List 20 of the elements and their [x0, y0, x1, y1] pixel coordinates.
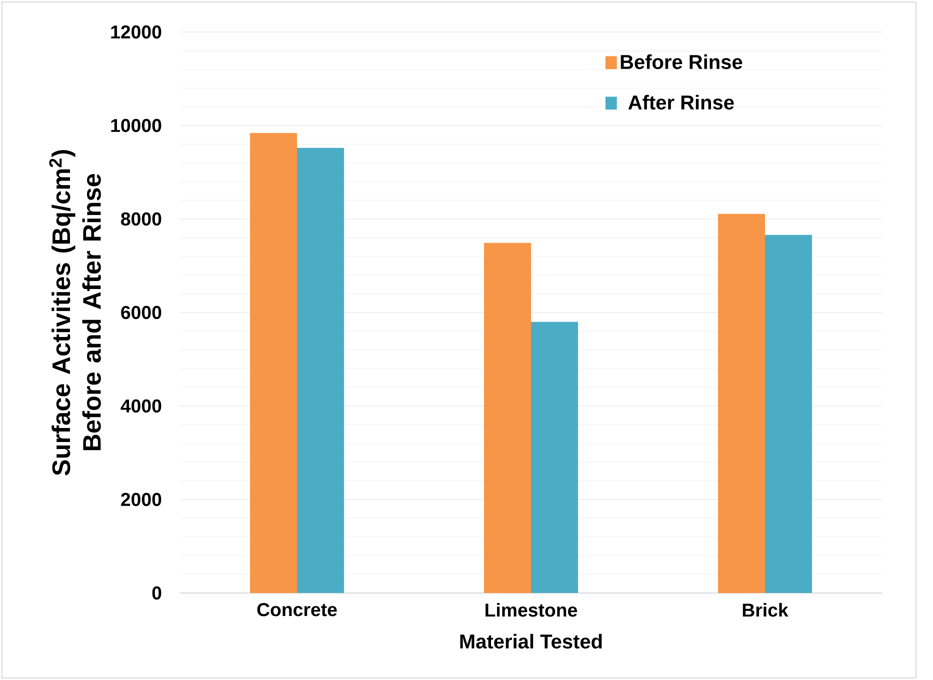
y-tick-label: 8000	[121, 212, 162, 226]
x-tick-label: Limestone	[486, 603, 578, 617]
bar	[531, 322, 578, 593]
legend-label: Before Rinse	[620, 54, 742, 70]
x-tick-label: Brick	[742, 603, 788, 617]
x-axis-title: Material Tested	[460, 634, 602, 649]
bar	[718, 214, 765, 593]
y-tick-label: 12000	[111, 25, 162, 39]
bar	[250, 132, 297, 593]
bar	[484, 242, 531, 593]
bar	[764, 234, 812, 593]
y-tick-label: 2000	[121, 492, 162, 506]
bar	[297, 148, 344, 593]
y-tick-label: 10000	[111, 118, 162, 132]
x-tick-label: Concrete	[257, 603, 337, 616]
y-axis-title: Surface Activities (Bq/cm$^{2}$) Before and After Rinse	[49, 150, 101, 476]
y-tick-label: 6000	[121, 306, 162, 320]
legend-label: After Rinse	[628, 94, 734, 110]
y-tick-label: 4000	[120, 399, 162, 413]
y-tick-label: 0	[152, 586, 162, 600]
